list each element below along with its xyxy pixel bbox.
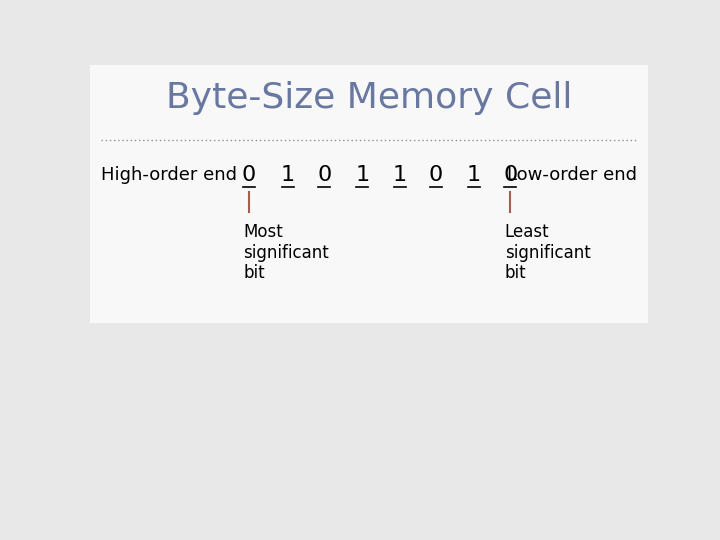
Text: 1: 1 [467,165,481,185]
Text: 0: 0 [429,165,443,185]
Text: 0: 0 [503,165,517,185]
Text: 1: 1 [392,165,407,185]
Text: 1: 1 [355,165,369,185]
FancyBboxPatch shape [90,65,648,322]
Text: 1: 1 [281,165,295,185]
Text: Most
significant
bit: Most significant bit [243,223,329,282]
Text: Low-order end: Low-order end [507,166,637,184]
Text: Least
significant
bit: Least significant bit [505,223,590,282]
Text: High-order end: High-order end [101,166,237,184]
Text: 0: 0 [242,165,256,185]
Text: Byte-Size Memory Cell: Byte-Size Memory Cell [166,81,572,115]
Text: 0: 0 [318,165,331,185]
